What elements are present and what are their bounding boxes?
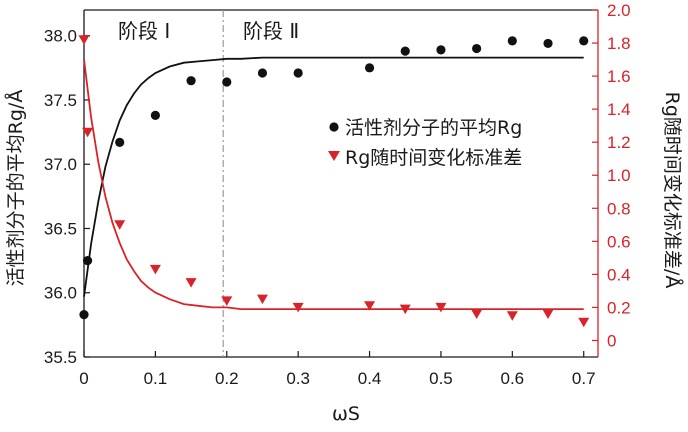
data-point-mean-rg xyxy=(79,309,89,320)
right-y-tick-label: 0.8 xyxy=(607,199,631,218)
stage-labels: 阶段 Ⅰ 阶段 Ⅱ xyxy=(118,19,299,43)
data-point-mean-rg xyxy=(436,45,446,55)
right-y-axis-ticks: 0 0.2 0.4 0.6 0.8 1.0 1.2 1.4 1.6 1.8 2.0 xyxy=(592,1,631,350)
right-y-tick-label: 1.8 xyxy=(607,34,631,53)
right-y-tick-label: 1.0 xyxy=(607,166,631,185)
data-point-rg-std xyxy=(292,302,304,313)
x-tick-label: 0.4 xyxy=(358,369,382,388)
x-axis-label: ωS xyxy=(332,403,360,425)
left-y-tick-label: 36.5 xyxy=(44,219,77,238)
data-point-mean-rg xyxy=(150,110,160,120)
data-point-rg-std xyxy=(185,278,197,288)
data-point-mean-rg xyxy=(507,36,517,46)
data-point-mean-rg xyxy=(186,76,196,86)
data-point-mean-rg xyxy=(579,36,589,46)
data-point-rg-std xyxy=(221,296,233,306)
data-point-mean-rg xyxy=(400,46,410,56)
data-point-mean-rg xyxy=(543,38,553,49)
stage-label-2: 阶段 Ⅱ xyxy=(243,19,299,43)
left-y-tick-label: 35.5 xyxy=(44,348,77,367)
data-point-mean-rg xyxy=(115,137,125,147)
x-axis-ticks: 0 0.1 0.2 0.3 0.4 0.5 0.6 0.7 xyxy=(79,351,596,388)
data-point-rg-std xyxy=(578,317,590,328)
data-point-rg-std xyxy=(471,309,483,320)
fit-curves xyxy=(83,56,584,310)
data-point-rg-std xyxy=(435,302,447,313)
legend-entry-1: 活性剂分子的平均Rg xyxy=(345,117,522,139)
data-points xyxy=(78,35,590,328)
right-y-tick-label: 1.6 xyxy=(607,67,631,86)
x-tick-label: 0.5 xyxy=(429,369,453,388)
x-tick-label: 0.6 xyxy=(501,369,525,388)
data-point-mean-rg xyxy=(293,68,303,78)
right-y-tick-label: 1.2 xyxy=(607,133,631,152)
legend-entry-2: Rg随时间变化标准差 xyxy=(345,147,522,169)
right-y-tick-label: 0.2 xyxy=(607,298,631,317)
data-point-rg-std xyxy=(78,35,90,45)
x-tick-label: 0.3 xyxy=(286,369,310,388)
x-tick-label: 0.1 xyxy=(144,369,168,388)
data-point-mean-rg xyxy=(257,68,268,78)
left-y-tick-label: 37.0 xyxy=(44,155,77,174)
x-tick-label: 0.2 xyxy=(215,369,239,388)
right-y-tick-label: 2.0 xyxy=(607,1,631,20)
data-point-rg-std xyxy=(399,304,411,315)
data-point-rg-std xyxy=(364,301,376,311)
x-tick-label: 0.7 xyxy=(572,369,596,388)
data-point-rg-std xyxy=(149,264,161,275)
fit-curve-mean-rg xyxy=(83,56,584,297)
legend-marker-circle xyxy=(329,122,339,132)
data-point-rg-std xyxy=(542,309,554,320)
left-y-axis-label: 活性剂分子的平均Rg/Å xyxy=(4,90,27,287)
stage-label-1: 阶段 Ⅰ xyxy=(118,19,170,43)
data-point-rg-std xyxy=(506,311,518,321)
right-y-tick-label: 1.4 xyxy=(607,100,631,119)
legend-marker-triangle xyxy=(328,151,340,161)
right-y-tick-label: 0.4 xyxy=(607,265,631,284)
fit-curve-rg-std xyxy=(83,59,584,310)
x-tick-label: 0 xyxy=(79,369,88,388)
right-y-tick-label: 0.6 xyxy=(607,232,631,251)
left-y-tick-label: 37.5 xyxy=(44,91,77,110)
right-y-axis-label: Rg随时间变化标准差/Å xyxy=(661,92,684,289)
data-point-rg-std xyxy=(256,294,268,305)
data-point-mean-rg xyxy=(222,77,232,87)
data-point-mean-rg xyxy=(82,256,93,266)
data-point-rg-std xyxy=(114,220,126,230)
left-y-tick-label: 38.0 xyxy=(44,27,77,46)
data-point-mean-rg xyxy=(472,43,482,54)
plot-frame xyxy=(83,9,599,358)
data-point-mean-rg xyxy=(364,63,375,73)
right-y-tick-label: 0 xyxy=(607,331,616,350)
legend: 活性剂分子的平均Rg Rg随时间变化标准差 xyxy=(328,117,522,169)
left-y-tick-label: 36.0 xyxy=(44,284,77,303)
data-point-rg-std xyxy=(82,127,94,138)
left-y-axis-ticks: 35.5 36.0 36.5 37.0 37.5 38.0 xyxy=(44,27,90,367)
